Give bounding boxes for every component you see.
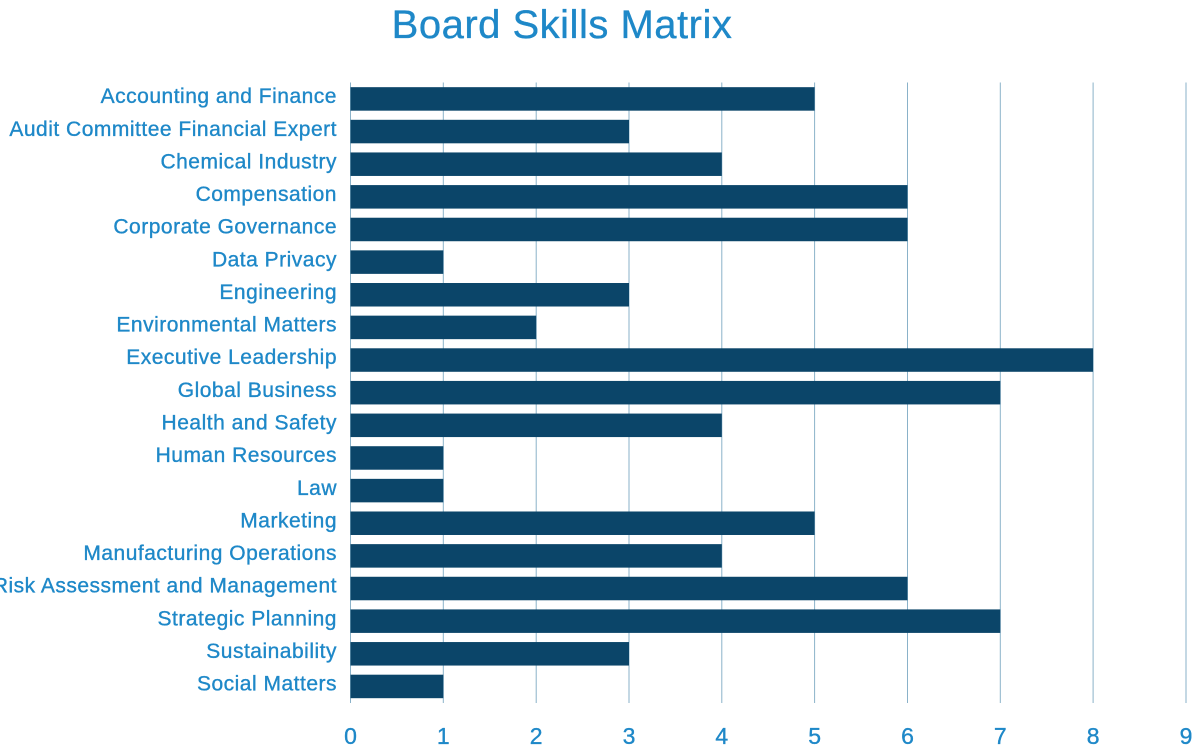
svg-text:Chemical Industry: Chemical Industry	[160, 150, 337, 173]
svg-text:Executive Leadership: Executive Leadership	[126, 346, 337, 369]
svg-text:Board Skills Matrix: Board Skills Matrix	[392, 3, 733, 47]
svg-text:1: 1	[437, 723, 450, 749]
svg-text:Environmental Matters: Environmental Matters	[116, 314, 337, 337]
svg-text:Marketing: Marketing	[240, 509, 337, 532]
svg-text:Data Privacy: Data Privacy	[212, 248, 337, 271]
svg-text:Accounting and Finance: Accounting and Finance	[101, 85, 337, 108]
svg-text:0: 0	[344, 723, 357, 749]
svg-text:7: 7	[994, 723, 1007, 749]
svg-text:9: 9	[1180, 723, 1192, 749]
svg-text:Global Business: Global Business	[178, 379, 337, 402]
svg-text:Risk Assessment and Management: Risk Assessment and Management	[0, 575, 337, 598]
svg-text:Engineering: Engineering	[219, 281, 337, 304]
svg-text:Manufacturing Operations: Manufacturing Operations	[83, 542, 337, 565]
svg-text:3: 3	[623, 723, 636, 749]
svg-text:4: 4	[715, 723, 728, 749]
svg-text:Social Matters: Social Matters	[197, 673, 337, 696]
svg-text:Health and Safety: Health and Safety	[162, 412, 337, 435]
svg-text:5: 5	[808, 723, 821, 749]
svg-text:Strategic Planning: Strategic Planning	[158, 607, 337, 630]
svg-text:8: 8	[1087, 723, 1100, 749]
svg-text:Sustainability: Sustainability	[206, 640, 337, 663]
svg-text:Compensation: Compensation	[196, 183, 337, 206]
svg-text:Human Resources: Human Resources	[156, 444, 337, 467]
svg-text:Audit Committee Financial Expe: Audit Committee Financial Expert	[9, 118, 337, 141]
svg-text:Corporate Governance: Corporate Governance	[113, 216, 337, 239]
svg-text:Law: Law	[297, 477, 337, 500]
svg-text:2: 2	[530, 723, 543, 749]
svg-text:6: 6	[901, 723, 914, 749]
